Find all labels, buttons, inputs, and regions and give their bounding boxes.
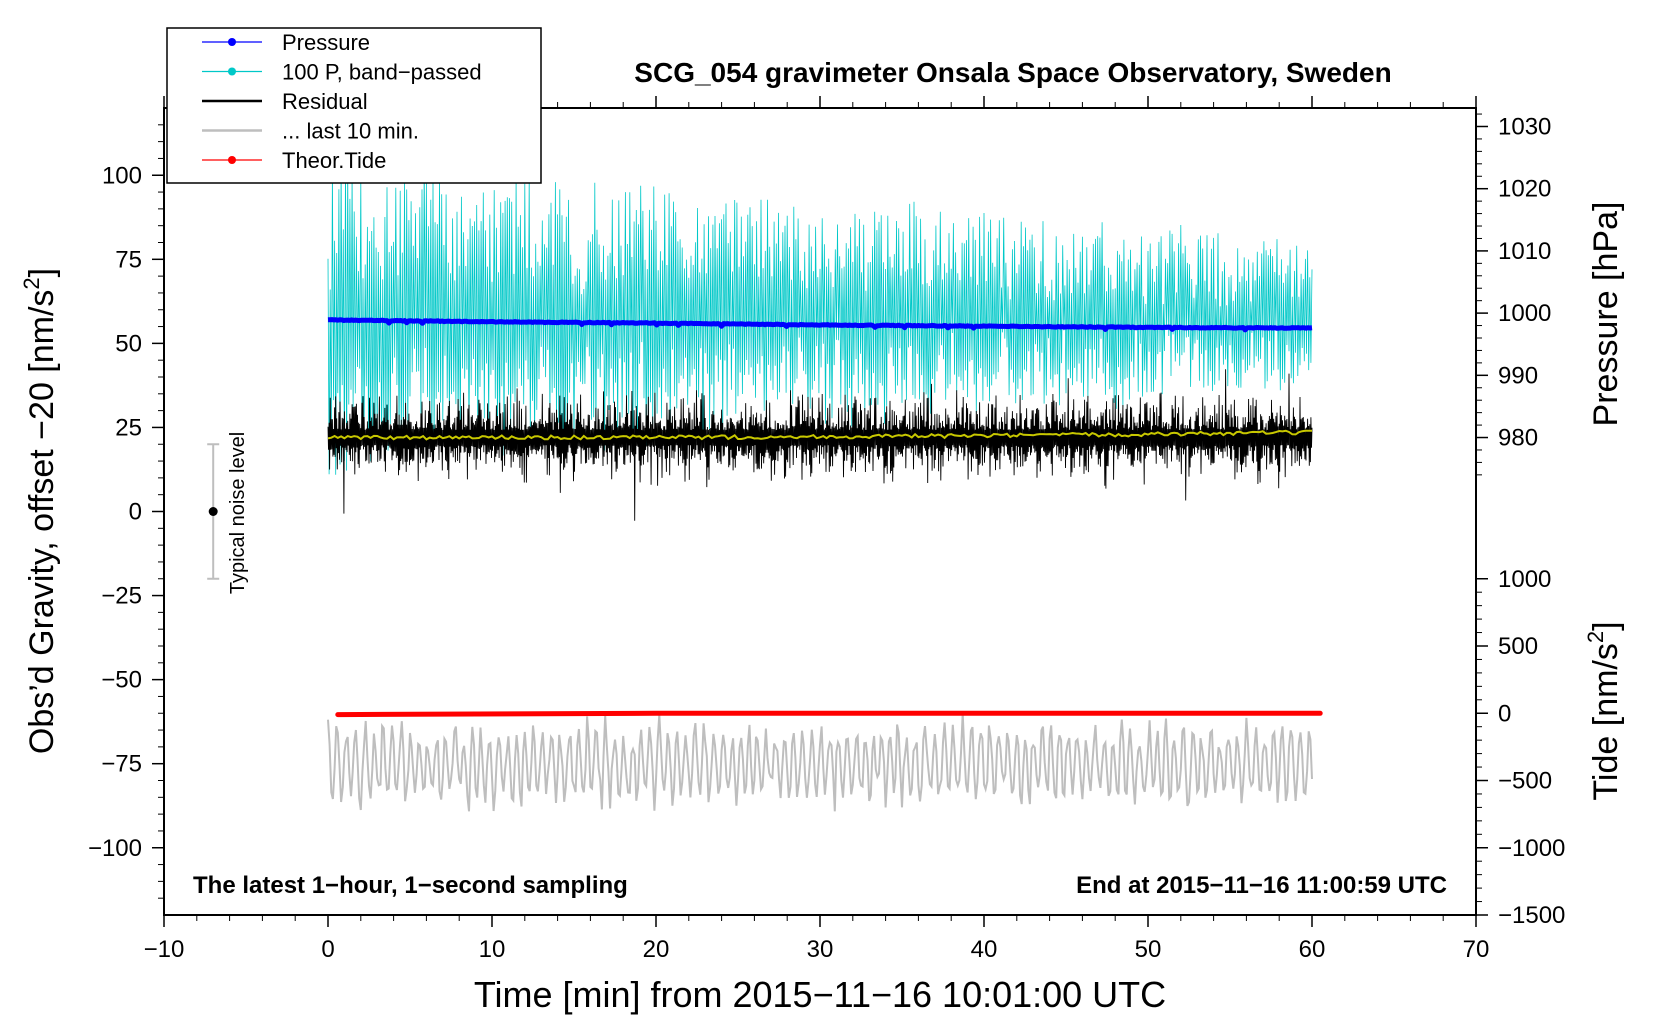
x-tick-label: 10 — [479, 936, 506, 963]
legend-label: Pressure — [282, 30, 370, 55]
legend-label: 100 P, band−passed — [282, 60, 482, 85]
tide-axis-label-end: ] — [1587, 621, 1625, 630]
tide-tick-label: 500 — [1498, 633, 1538, 660]
y-tick-label: −25 — [101, 583, 142, 610]
pressure-tick-label: 1000 — [1498, 300, 1551, 327]
x-tick-label: 0 — [321, 936, 334, 963]
bandpassed-line — [327, 156, 1313, 475]
legend-label: Theor.Tide — [282, 148, 386, 173]
legend-label: Residual — [282, 89, 368, 114]
noise-bar — [207, 443, 220, 580]
tide-tick-label: 1000 — [1498, 566, 1551, 593]
legend-marker — [228, 67, 236, 76]
chart-title: SCG_054 gravimeter Onsala Space Observat… — [634, 57, 1391, 88]
pressure-line — [327, 317, 1313, 333]
legend-label: ... last 10 min. — [282, 119, 419, 144]
series-residual-last10 — [327, 713, 1313, 812]
pressure-tick-label: 1010 — [1498, 238, 1551, 265]
legend-marker — [228, 38, 236, 46]
series-bandpassed-pressure — [327, 156, 1313, 475]
pressure-tick-label: 980 — [1498, 425, 1538, 452]
x-tick-label: −10 — [144, 936, 185, 963]
y-axis-label-end: ] — [23, 268, 61, 277]
series-residual — [327, 369, 1313, 521]
tide-tick-label: 0 — [1498, 700, 1511, 727]
residual-line — [327, 369, 1313, 521]
tide-tick-label: −1500 — [1498, 902, 1565, 929]
tide-line — [335, 710, 1323, 718]
y-axis-ticks: −100 −75 −50 −25 0 25 50 75 100 — [88, 124, 164, 899]
smoothed-line — [327, 429, 1312, 441]
pressure-tick-label: 990 — [1498, 362, 1538, 389]
y-tick-label: −100 — [88, 835, 142, 862]
series-residual-smoothed — [327, 429, 1312, 441]
y-axis-label: Obs’d Gravity, offset −20 [nm/s2] — [19, 268, 61, 754]
annotation-end-time: End at 2015−11−16 11:00:59 UTC — [1076, 872, 1447, 899]
x-tick-label: 20 — [643, 936, 670, 963]
tide-axis-ticks: −1500 −1000 −500 0 500 1000 — [1476, 566, 1565, 929]
pressure-axis-ticks: 980 990 1000 1010 1020 1030 — [1476, 113, 1551, 476]
y-tick-label: −75 — [101, 751, 142, 778]
x-tick-label: 60 — [1299, 936, 1326, 963]
tide-axis-label-text: Tide [nm/s — [1587, 643, 1625, 800]
noise-bar-center — [208, 507, 218, 516]
annotation-sampling: The latest 1−hour, 1−second sampling — [193, 872, 628, 899]
x-tick-label: 50 — [1135, 936, 1162, 963]
series-theor-tide — [335, 710, 1323, 718]
annotation-noise-level: Typical noise level — [227, 432, 249, 594]
y-tick-label: 25 — [115, 414, 142, 441]
y-tick-label: 50 — [115, 330, 142, 357]
last10-line — [327, 713, 1313, 812]
legend-marker — [228, 156, 236, 164]
tide-axis-label-sup: 2 — [1583, 631, 1608, 643]
y-tick-label: 75 — [115, 246, 142, 273]
tide-tick-label: −500 — [1498, 768, 1552, 795]
y-tick-label: −50 — [101, 667, 142, 694]
pressure-tick-label: 1030 — [1498, 113, 1551, 140]
series-pressure — [327, 317, 1313, 333]
y-tick-label: 100 — [102, 162, 142, 189]
x-axis-ticks: −10 0 10 20 30 40 50 60 70 — [144, 96, 1490, 963]
pressure-tick-label: 1020 — [1498, 176, 1551, 203]
legend: Pressure 100 P, band−passed Residual ... la… — [166, 27, 542, 184]
x-tick-label: 40 — [971, 936, 998, 963]
tide-axis-label: Tide [nm/s2] — [1583, 621, 1625, 800]
tide-tick-label: −1000 — [1498, 835, 1565, 862]
pressure-axis-label: Pressure [hPa] — [1587, 202, 1625, 427]
y-axis-label-sup: 2 — [19, 277, 44, 289]
x-tick-label: 70 — [1463, 936, 1490, 963]
y-tick-label: 0 — [129, 499, 142, 526]
x-tick-label: 30 — [807, 936, 834, 963]
x-axis-label: Time [min] from 2015−11−16 10:01:00 UTC — [474, 974, 1166, 1015]
legend-items: Pressure 100 P, band−passed Residual ... la… — [202, 30, 482, 173]
y-axis-label-text: Obs’d Gravity, offset −20 [nm/s — [23, 290, 61, 755]
